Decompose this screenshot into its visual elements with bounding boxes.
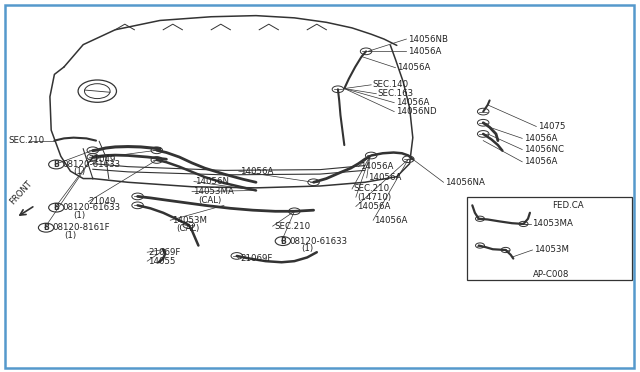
Text: SEC.163: SEC.163 <box>378 89 413 98</box>
Text: 14056NB: 14056NB <box>408 35 448 44</box>
Circle shape <box>365 152 377 159</box>
Text: 14053M: 14053M <box>534 246 570 254</box>
Text: B: B <box>54 160 59 169</box>
Text: 14056N: 14056N <box>195 177 229 186</box>
Circle shape <box>132 193 143 200</box>
Text: 08120-61633: 08120-61633 <box>63 160 121 169</box>
Text: 14056A: 14056A <box>360 162 393 171</box>
Text: 14056ND: 14056ND <box>396 107 436 116</box>
Text: 21049: 21049 <box>88 197 116 206</box>
Text: 08120-8161F: 08120-8161F <box>52 223 110 232</box>
Text: B: B <box>44 223 49 232</box>
Text: 14056A: 14056A <box>374 216 408 225</box>
Text: (1): (1) <box>64 231 76 240</box>
Text: 14056A: 14056A <box>240 167 273 176</box>
Circle shape <box>87 154 99 160</box>
Text: 21069F: 21069F <box>240 254 273 263</box>
Text: B: B <box>280 237 285 246</box>
Text: (1): (1) <box>74 167 86 176</box>
Text: B: B <box>54 203 59 212</box>
Circle shape <box>231 253 243 259</box>
Circle shape <box>308 179 319 186</box>
Text: 14053M: 14053M <box>172 216 207 225</box>
Circle shape <box>183 222 195 228</box>
Text: 14056A: 14056A <box>524 157 557 166</box>
Text: 14056NA: 14056NA <box>445 178 484 187</box>
Text: SEC.140: SEC.140 <box>372 80 408 89</box>
Text: (1): (1) <box>301 244 313 253</box>
Text: AP-C008: AP-C008 <box>532 270 569 279</box>
Text: FRONT: FRONT <box>8 179 33 206</box>
Circle shape <box>477 131 489 137</box>
Text: 14055: 14055 <box>148 257 176 266</box>
Text: 08120-61633: 08120-61633 <box>289 237 348 246</box>
Circle shape <box>132 202 143 209</box>
Text: (CAL): (CAL) <box>198 196 221 205</box>
Text: SEC.210: SEC.210 <box>8 136 44 145</box>
Circle shape <box>477 108 489 115</box>
Text: SEC.210: SEC.210 <box>353 185 389 193</box>
Text: (CAL): (CAL) <box>176 224 199 233</box>
Circle shape <box>403 156 414 163</box>
Text: 21069F: 21069F <box>148 248 181 257</box>
Text: 21049: 21049 <box>88 155 116 164</box>
Text: 14075: 14075 <box>538 122 565 131</box>
Text: (1): (1) <box>74 211 86 219</box>
Bar <box>467 197 632 280</box>
Text: 14056A: 14056A <box>524 134 557 143</box>
Text: 14056NC: 14056NC <box>524 145 564 154</box>
Text: SEC.210: SEC.210 <box>274 222 310 231</box>
Text: 08120-61633: 08120-61633 <box>63 203 121 212</box>
Text: FED.CA: FED.CA <box>552 201 583 210</box>
Text: 14056A: 14056A <box>408 47 442 56</box>
Circle shape <box>289 208 300 215</box>
Circle shape <box>151 157 163 163</box>
Text: 14056A: 14056A <box>397 63 430 72</box>
Circle shape <box>476 216 484 221</box>
Circle shape <box>501 247 510 253</box>
Circle shape <box>151 147 163 154</box>
Text: 14056A: 14056A <box>396 98 429 107</box>
Text: 14053MA: 14053MA <box>532 219 573 228</box>
Circle shape <box>332 86 344 93</box>
Text: (14710): (14710) <box>357 193 391 202</box>
Text: 14056A: 14056A <box>368 173 401 182</box>
Circle shape <box>519 221 528 227</box>
Circle shape <box>360 48 372 55</box>
Circle shape <box>476 243 484 248</box>
Text: 14056A: 14056A <box>357 202 390 211</box>
Circle shape <box>87 147 99 154</box>
Circle shape <box>477 119 489 126</box>
Text: 14053MA: 14053MA <box>193 187 234 196</box>
